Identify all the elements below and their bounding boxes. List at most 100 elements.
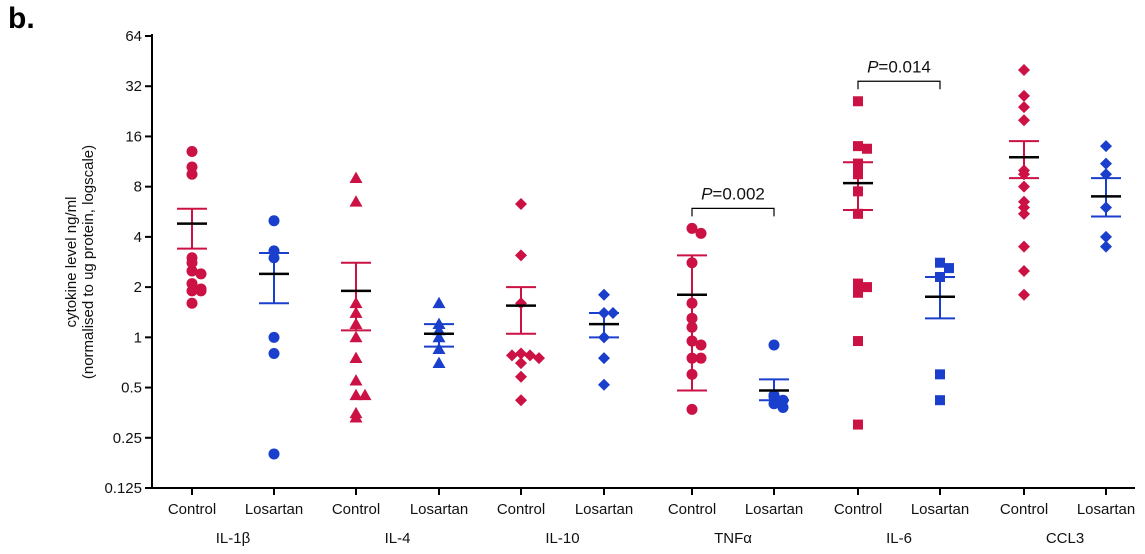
panel-label: b. — [8, 2, 35, 35]
axes: 0.125 0.25 0.5 1 2 4 8 16 32 64 Control Losartan IL-… — [104, 28, 1135, 547]
control-data-point — [515, 249, 527, 262]
control-data-point — [524, 349, 536, 362]
losartan-data-point — [1100, 157, 1112, 170]
control-data-point — [349, 195, 363, 207]
significance-bracket — [857, 80, 941, 90]
control-data-point — [853, 208, 863, 219]
losartan-data-point — [944, 263, 954, 274]
control-data-point — [186, 285, 198, 297]
control-data-point — [695, 227, 707, 239]
control-data-point — [1018, 288, 1030, 301]
losartan-data-point — [935, 257, 945, 268]
losartan-data-point — [598, 352, 610, 365]
losartan-data-point — [268, 348, 280, 360]
y-tick-label: 4 — [134, 229, 142, 246]
x-tick-label: Control — [668, 501, 716, 518]
y-axis-label: (normalised to ug protein, logscale) — [80, 145, 97, 379]
group-label: TNFα — [714, 530, 752, 547]
x-tick-label: Losartan — [575, 501, 633, 518]
control-data-point — [349, 351, 363, 364]
losartan-data-point — [935, 369, 945, 380]
control-data-point — [853, 419, 863, 430]
control-data-point — [186, 297, 198, 309]
x-tick-label: Control — [497, 501, 545, 518]
x-tick-label: Control — [168, 501, 216, 518]
y-tick-label: 0.5 — [121, 380, 142, 397]
control-data-point — [695, 339, 707, 351]
mean-sem-bars — [177, 140, 1121, 402]
y-tick-label: 1 — [134, 329, 142, 346]
control-data-point — [533, 352, 545, 365]
control-data-point — [349, 374, 363, 386]
y-tick-label: 16 — [125, 128, 142, 145]
control-data-point — [515, 357, 527, 370]
losartan-data-point — [598, 378, 610, 391]
losartan-data-point — [432, 342, 446, 354]
control-data-point — [1018, 101, 1030, 114]
control-data-point — [1018, 264, 1030, 277]
group-label: IL-4 — [385, 530, 411, 547]
control-data-point — [853, 287, 863, 298]
y-tick-label: 32 — [125, 78, 142, 95]
losartan-data-point — [268, 331, 280, 343]
group-label: IL-1β — [216, 530, 251, 547]
x-tick-label: Losartan — [245, 501, 303, 518]
significance-bracket — [691, 207, 775, 217]
control-data-point — [862, 143, 872, 154]
control-data-point — [862, 282, 872, 293]
control-data-point — [686, 222, 698, 234]
control-data-point — [349, 388, 363, 401]
control-data-point — [515, 394, 527, 407]
x-tick-label: Losartan — [1077, 501, 1135, 518]
x-tick-label: Control — [1000, 501, 1048, 518]
control-data-point — [1018, 114, 1030, 127]
x-tick-label: Losartan — [745, 501, 803, 518]
control-data-point — [853, 141, 863, 152]
control-data-point — [1018, 180, 1030, 193]
y-tick-label: 64 — [125, 28, 142, 45]
losartan-data-point — [935, 395, 945, 406]
p-value-label: P=0.014 — [867, 57, 931, 76]
y-axis-label: cytokine level ng/ml — [63, 197, 80, 328]
x-tick-label: Control — [332, 501, 380, 518]
control-data-point — [195, 268, 207, 280]
x-tick-label: Losartan — [410, 501, 468, 518]
control-data-point — [515, 197, 527, 210]
control-data-point — [1018, 207, 1030, 220]
control-data-point — [349, 171, 363, 184]
losartan-data-point — [268, 215, 280, 227]
x-tick-label: Losartan — [911, 501, 969, 518]
control-data-point — [349, 330, 363, 343]
losartan-data-point — [432, 296, 446, 309]
control-data-point — [1018, 201, 1030, 214]
losartan-data-point — [1100, 240, 1112, 253]
control-data-point — [186, 145, 198, 157]
control-data-point — [686, 403, 698, 415]
p-value-label: P=0.002 — [701, 184, 765, 203]
group-label: IL-10 — [545, 530, 579, 547]
control-data-point — [515, 370, 527, 383]
group-label: IL-6 — [886, 530, 912, 547]
control-data-point — [186, 168, 198, 180]
losartan-data-point — [1100, 140, 1112, 153]
data-points — [186, 64, 1112, 460]
y-tick-label: 0.25 — [113, 430, 142, 447]
losartan-data-point — [432, 356, 446, 369]
losartan-data-point — [268, 448, 280, 460]
losartan-data-point — [598, 288, 610, 301]
losartan-data-point — [777, 401, 789, 413]
significance-annotations: P=0.002 P=0.014 — [691, 57, 941, 217]
control-data-point — [186, 265, 198, 277]
control-data-point — [1018, 89, 1030, 102]
y-tick-label: 8 — [134, 179, 142, 196]
control-data-point — [506, 349, 518, 362]
control-data-point — [515, 347, 527, 360]
control-data-point — [1018, 64, 1030, 77]
control-data-point — [358, 388, 372, 401]
control-data-point — [853, 336, 863, 347]
y-tick-label: 0.125 — [104, 480, 142, 497]
control-data-point — [195, 285, 207, 297]
x-tick-label: Control — [834, 501, 882, 518]
group-label: CCL3 — [1046, 530, 1084, 547]
